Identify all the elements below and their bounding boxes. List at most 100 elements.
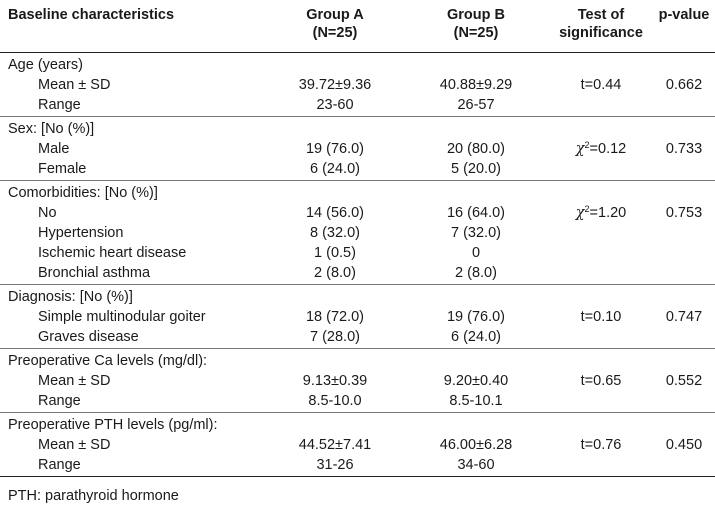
cell-group-b: 7 (32.0)	[451, 225, 501, 241]
cell-group-b: 46.00±6.28	[439, 437, 513, 453]
table-row: Graves disease 7 (28.0) 6 (24.0)	[0, 327, 715, 347]
header-baseline-characteristics: Baseline characteristics	[8, 7, 175, 23]
cell-p-value: 0.450	[665, 437, 703, 453]
table-row: Simple multinodular goiter 18 (72.0) 19 …	[0, 307, 715, 327]
table-row: Diagnosis: [No (%)]	[0, 287, 715, 307]
cell-group-b: 16 (64.0)	[446, 205, 506, 221]
cell-group-a: 18 (72.0)	[305, 309, 365, 325]
header-test-of-significance: Test of significance	[559, 7, 643, 41]
cell-group-b: 5 (20.0)	[451, 161, 501, 177]
row-label: Male	[38, 141, 70, 157]
table-row: Sex: [No (%)]	[0, 119, 715, 139]
cell-test: t=0.76	[580, 437, 622, 453]
cell-group-b: 19 (76.0)	[446, 309, 506, 325]
row-label: Bronchial asthma	[38, 265, 151, 281]
cell-group-a: 8 (32.0)	[310, 225, 360, 241]
cell-test: t=0.10	[580, 309, 622, 325]
chi-symbol: χ	[575, 141, 585, 157]
cell-group-b: 26-57	[457, 97, 495, 113]
cell-p-value: 0.733	[665, 141, 703, 157]
table-header: Baseline characteristics Group A (N=25) G…	[0, 0, 715, 53]
table-row: Female 6 (24.0) 5 (20.0)	[0, 159, 715, 179]
cell-test: χ2=1.20	[548, 203, 654, 223]
cell-group-a: 7 (28.0)	[310, 329, 360, 345]
cell-test: t=0.65	[580, 373, 622, 389]
cell-group-a: 19 (76.0)	[305, 141, 365, 157]
row-label: No	[38, 205, 57, 221]
section-title: Preoperative Ca levels (mg/dl):	[8, 353, 208, 369]
row-label: Range	[38, 457, 81, 473]
table-row: Preoperative Ca levels (mg/dl):	[0, 351, 715, 371]
table-footnote: PTH: parathyroid hormone	[8, 488, 179, 504]
row-label: Range	[38, 97, 81, 113]
row-label: Mean ± SD	[38, 437, 111, 453]
cell-group-b: 6 (24.0)	[451, 329, 501, 345]
header-group-b: Group B (N=25)	[447, 7, 505, 41]
row-label: Mean ± SD	[38, 373, 111, 389]
table-row: Range 8.5-10.0 8.5-10.1	[0, 391, 715, 411]
cell-group-b: 34-60	[457, 457, 495, 473]
cell-p-value: 0.552	[665, 373, 703, 389]
cell-group-b: 20 (80.0)	[446, 141, 506, 157]
cell-group-a: 1 (0.5)	[314, 245, 356, 261]
table-row: No 14 (56.0) 16 (64.0) χ2=1.20 0.753	[0, 203, 715, 223]
table-row: Comorbidities: [No (%)]	[0, 183, 715, 203]
cell-group-a: 2 (8.0)	[314, 265, 356, 281]
row-label: Range	[38, 393, 81, 409]
section-sex: Sex: [No (%)] Male 19 (76.0) 20 (80.0) χ…	[0, 117, 715, 181]
chi-superscript: 2	[584, 204, 590, 214]
cell-p-value: 0.753	[665, 205, 703, 221]
row-label: Graves disease	[38, 329, 139, 345]
cell-test: t=0.44	[580, 77, 622, 93]
header-group-a: Group A (N=25)	[306, 7, 364, 41]
cell-group-a: 23-60	[316, 97, 354, 113]
table-row: Mean ± SD 39.72±9.36 40.88±9.29 t=0.44 0…	[0, 75, 715, 95]
test-value: =0.12	[589, 141, 627, 157]
cell-group-a: 39.72±9.36	[298, 77, 372, 93]
cell-test: χ2=0.12	[548, 139, 654, 159]
section-title: Sex: [No (%)]	[8, 121, 95, 137]
cell-group-b: 8.5-10.1	[449, 393, 503, 409]
section-pth: Preoperative PTH levels (pg/ml): Mean ± …	[0, 413, 715, 477]
row-label: Mean ± SD	[38, 77, 111, 93]
table-row: Mean ± SD 44.52±7.41 46.00±6.28 t=0.76 0…	[0, 435, 715, 455]
cell-group-a: 9.13±0.39	[302, 373, 368, 389]
table-row: Hypertension 8 (32.0) 7 (32.0)	[0, 223, 715, 243]
table-row: Age (years)	[0, 55, 715, 75]
cell-group-a: 44.52±7.41	[298, 437, 372, 453]
cell-group-a: 8.5-10.0	[308, 393, 362, 409]
baseline-characteristics-table: Baseline characteristics Group A (N=25) G…	[0, 0, 715, 477]
cell-group-a: 14 (56.0)	[305, 205, 365, 221]
table-row: Bronchial asthma 2 (8.0) 2 (8.0)	[0, 263, 715, 283]
table-row: Ischemic heart disease 1 (0.5) 0	[0, 243, 715, 263]
table-row: Mean ± SD 9.13±0.39 9.20±0.40 t=0.65 0.5…	[0, 371, 715, 391]
test-value: =1.20	[589, 205, 627, 221]
section-title: Age (years)	[8, 57, 83, 73]
section-comorbidities: Comorbidities: [No (%)] No 14 (56.0) 16 …	[0, 181, 715, 285]
section-diagnosis: Diagnosis: [No (%)] Simple multinodular …	[0, 285, 715, 349]
cell-group-a: 31-26	[316, 457, 354, 473]
cell-group-a: 6 (24.0)	[310, 161, 360, 177]
row-label: Hypertension	[38, 225, 124, 241]
cell-p-value: 0.662	[665, 77, 703, 93]
row-label: Female	[38, 161, 87, 177]
cell-group-b: 2 (8.0)	[455, 265, 497, 281]
cell-group-b: 0	[471, 245, 481, 261]
section-calcium: Preoperative Ca levels (mg/dl): Mean ± S…	[0, 349, 715, 413]
header-p-value: p-value	[658, 7, 710, 23]
row-label: Simple multinodular goiter	[38, 309, 206, 325]
cell-group-b: 40.88±9.29	[439, 77, 513, 93]
table-row: Range 23-60 26-57	[0, 95, 715, 115]
cell-group-b: 9.20±0.40	[443, 373, 509, 389]
chi-symbol: χ	[575, 205, 585, 221]
chi-superscript: 2	[584, 140, 590, 150]
row-label: Ischemic heart disease	[38, 245, 187, 261]
section-age: Age (years) Mean ± SD 39.72±9.36 40.88±9…	[0, 53, 715, 117]
table-row: Preoperative PTH levels (pg/ml):	[0, 415, 715, 435]
cell-p-value: 0.747	[665, 309, 703, 325]
section-title: Comorbidities: [No (%)]	[8, 185, 158, 201]
table-row: Male 19 (76.0) 20 (80.0) χ2=0.12 0.733	[0, 139, 715, 159]
section-title: Preoperative PTH levels (pg/ml):	[8, 417, 218, 433]
section-title: Diagnosis: [No (%)]	[8, 289, 133, 305]
table-row: Range 31-26 34-60	[0, 455, 715, 475]
